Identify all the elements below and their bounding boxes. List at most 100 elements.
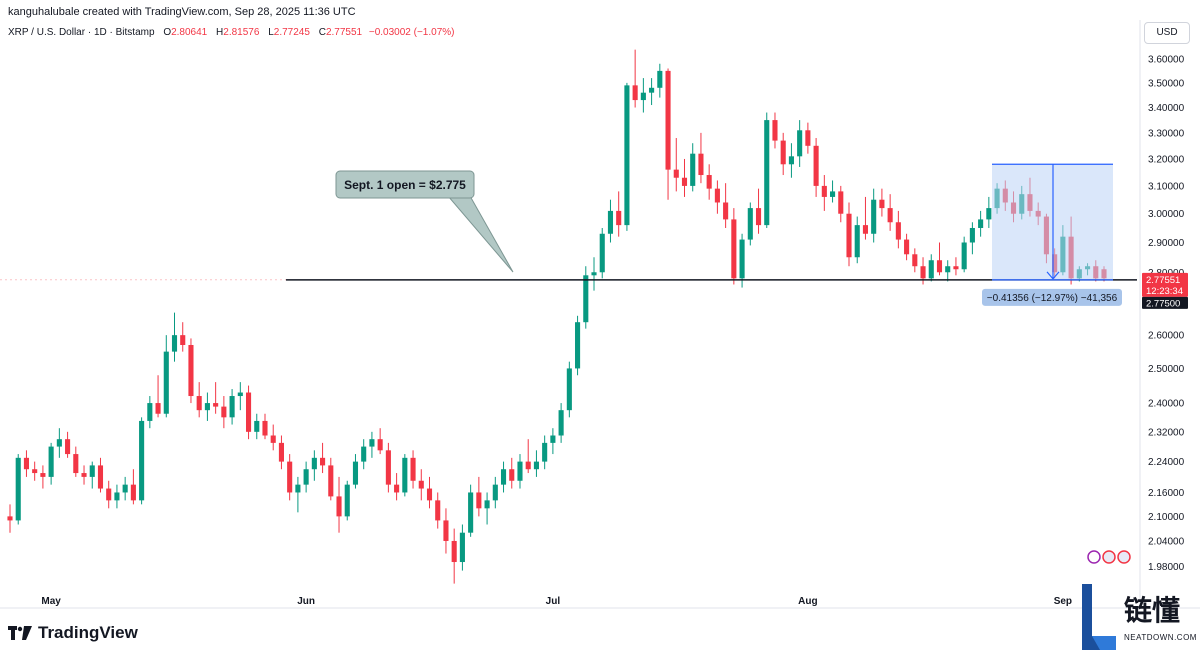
candle-body xyxy=(418,480,424,489)
candle-body xyxy=(443,520,449,541)
candle-body xyxy=(739,239,745,279)
y-tick-label: 3.30000 xyxy=(1148,128,1185,139)
candle-body xyxy=(402,457,408,493)
candle-body xyxy=(468,492,474,533)
candle-body xyxy=(583,275,589,323)
candle-body xyxy=(492,484,498,501)
candle-body xyxy=(245,392,252,432)
candle-body xyxy=(788,156,794,165)
candle-body xyxy=(698,153,704,176)
candle-body xyxy=(369,439,375,447)
candle-body xyxy=(139,420,145,501)
candle-body xyxy=(500,469,507,485)
candle-body xyxy=(969,227,975,243)
candle-body xyxy=(106,488,112,501)
candle-body xyxy=(147,403,153,421)
flag-icon xyxy=(1102,550,1116,564)
tradingview-icon xyxy=(8,626,32,640)
candle-body xyxy=(986,208,992,220)
close-label: C xyxy=(318,27,326,38)
candle-body xyxy=(632,85,638,101)
candle-body xyxy=(221,406,227,418)
candle-body xyxy=(262,420,268,436)
candle-body xyxy=(591,272,597,276)
candle-body xyxy=(336,496,342,517)
candle-body xyxy=(394,484,400,493)
candle-body xyxy=(533,461,539,470)
candle-body xyxy=(607,210,614,234)
measure-arrow-head xyxy=(1046,271,1060,280)
candle-body xyxy=(797,130,803,157)
last-price-value: 2.77551 xyxy=(1146,275,1180,286)
candle-body xyxy=(122,484,128,493)
candle-body xyxy=(114,492,120,501)
candle-body xyxy=(352,461,359,485)
close-value: 2.77551 xyxy=(325,27,363,38)
candle-body xyxy=(237,392,243,397)
candle-body xyxy=(575,322,581,369)
candle-body xyxy=(377,439,383,451)
candle-body xyxy=(673,169,679,178)
candle-body xyxy=(410,457,416,481)
candle-body xyxy=(550,435,556,443)
x-tick-label: May xyxy=(41,596,61,607)
candle-body xyxy=(361,446,367,462)
candle-body xyxy=(509,469,515,481)
countdown-value: 12:23:34 xyxy=(1146,286,1183,297)
candle-body xyxy=(871,199,877,234)
candle-body xyxy=(961,242,967,270)
candle-body xyxy=(755,208,762,226)
candle-body xyxy=(649,87,655,93)
candle-body xyxy=(764,120,770,226)
candle-body xyxy=(23,457,30,470)
candle-body xyxy=(953,266,959,270)
candle-body xyxy=(188,344,194,397)
candle-body xyxy=(40,473,46,477)
candle-body xyxy=(196,396,202,411)
candle-body xyxy=(163,351,169,414)
y-tick-label: 2.16000 xyxy=(1148,488,1185,499)
candle-body xyxy=(616,210,622,226)
candle-body xyxy=(690,153,696,186)
candle-body xyxy=(73,454,79,474)
candle-body xyxy=(328,465,334,497)
candle-body xyxy=(714,188,720,203)
candle-body xyxy=(32,469,38,474)
candle-body xyxy=(204,403,210,411)
y-tick-label: 2.04000 xyxy=(1148,536,1185,547)
candle-body xyxy=(311,457,317,470)
measure-label-box xyxy=(982,288,1122,306)
candle-body xyxy=(229,396,235,418)
candle-body xyxy=(945,266,951,273)
y-tick-label: 3.60000 xyxy=(1148,55,1185,66)
candle-body xyxy=(566,368,572,411)
watermark-cn: 链懂 xyxy=(1124,594,1180,627)
last-price-tag xyxy=(1142,272,1188,297)
y-tick-label: 2.32000 xyxy=(1148,427,1185,438)
candle-body xyxy=(56,439,62,447)
y-tick-label: 2.10000 xyxy=(1148,512,1185,523)
candle-body xyxy=(459,532,465,563)
candle-body xyxy=(451,540,457,563)
candle-body xyxy=(838,191,844,214)
callout-box xyxy=(335,170,475,199)
y-tick-label: 3.20000 xyxy=(1148,154,1185,165)
candle-body xyxy=(7,516,13,521)
candle-body xyxy=(295,484,301,493)
candle-body xyxy=(862,225,869,234)
candle-body xyxy=(213,403,219,407)
candle-body xyxy=(65,439,71,455)
candle-body xyxy=(895,222,901,240)
candle-body xyxy=(747,208,753,240)
candle-body xyxy=(912,254,918,267)
candle-body xyxy=(665,70,671,170)
candle-body xyxy=(542,442,548,462)
watermark-en: NEATDOWN.COM xyxy=(1124,633,1197,642)
candle-body xyxy=(155,403,161,414)
tradingview-logo: TradingView xyxy=(8,623,138,643)
open-label: O xyxy=(163,27,172,38)
candle-body xyxy=(599,233,605,273)
candle-body xyxy=(484,500,490,509)
currency-selector[interactable]: USD xyxy=(1144,22,1190,44)
